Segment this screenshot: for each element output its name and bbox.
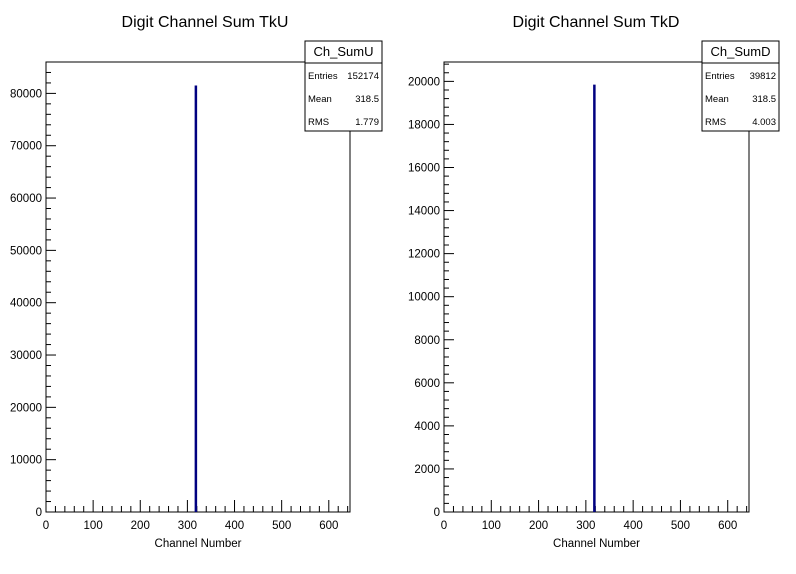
- y-tick-label: 70000: [10, 141, 42, 153]
- x-tick-label: 300: [576, 520, 595, 532]
- stats-label: RMS: [705, 117, 726, 128]
- stats-label: Mean: [308, 94, 332, 105]
- y-tick-label: 12000: [408, 249, 440, 261]
- x-tick-label: 500: [671, 520, 690, 532]
- y-tick-label: 10000: [408, 292, 440, 304]
- stats-label: Mean: [705, 94, 729, 105]
- x-tick-label: 0: [441, 520, 447, 532]
- x-tick-label: 100: [482, 520, 501, 532]
- stats-label: RMS: [308, 117, 329, 128]
- y-tick-label: 8000: [414, 335, 440, 347]
- y-tick-label: 80000: [10, 88, 42, 100]
- plot-frame: [45, 61, 351, 513]
- stats-value: 318.5: [752, 94, 776, 105]
- stats-name: Ch_SumU: [314, 44, 374, 59]
- y-tick-label: 6000: [414, 378, 440, 390]
- stats-box-frame: [304, 40, 383, 132]
- x-tick-label: 0: [43, 520, 49, 532]
- stats-label: Entries: [705, 71, 735, 82]
- stats-value: 152174: [347, 71, 379, 82]
- x-tick-label: 100: [84, 520, 103, 532]
- x-tick-label: 600: [718, 520, 737, 532]
- x-tick-label: 600: [319, 520, 338, 532]
- y-tick-label: 30000: [10, 350, 42, 362]
- y-tick-label: 60000: [10, 193, 42, 205]
- y-tick-label: 16000: [408, 163, 440, 175]
- y-tick-label: 0: [434, 507, 440, 519]
- stats-box: Ch_SumD Entries 39812 Mean 318.5 RMS 4.003: [701, 40, 780, 132]
- plot-frame: [443, 61, 750, 513]
- y-tick-label: 4000: [414, 421, 440, 433]
- y-tick-label: 10000: [10, 455, 42, 467]
- x-tick-label: 400: [624, 520, 643, 532]
- y-tick-label: 0: [36, 507, 42, 519]
- stats-value: 318.5: [355, 94, 379, 105]
- histogram-panel-1: Digit Channel Sum TkU 0 100 200 300 400 500 600…: [10, 14, 383, 550]
- y-tick-label: 20000: [408, 76, 440, 88]
- chart-title: Digit Channel Sum TkD: [513, 14, 680, 31]
- chart-title: Digit Channel Sum TkU: [122, 14, 289, 31]
- histogram-panel-2: Digit Channel Sum TkD 0 100 200 300 400 500 600…: [408, 14, 780, 550]
- x-tick-label: 500: [272, 520, 291, 532]
- x-tick-label: 200: [529, 520, 548, 532]
- y-tick-label: 2000: [414, 464, 440, 476]
- stats-value: 4.003: [752, 117, 776, 128]
- stats-value: 39812: [750, 71, 776, 82]
- stats-name: Ch_SumD: [711, 44, 771, 59]
- stats-box: Ch_SumU Entries 152174 Mean 318.5 RMS 1.779: [304, 40, 383, 132]
- y-tick-label: 50000: [10, 245, 42, 257]
- stats-label: Entries: [308, 71, 338, 82]
- x-axis-title: Channel Number: [553, 538, 640, 550]
- x-axis-title: Channel Number: [155, 538, 242, 550]
- x-tick-label: 300: [178, 520, 197, 532]
- x-tick-label: 200: [131, 520, 150, 532]
- y-tick-label: 40000: [10, 298, 42, 310]
- stats-box-frame: [701, 40, 780, 132]
- x-tick-label: 400: [225, 520, 244, 532]
- y-tick-label: 18000: [408, 119, 440, 131]
- y-tick-label: 20000: [10, 402, 42, 414]
- y-tick-label: 14000: [408, 206, 440, 218]
- stats-value: 1.779: [355, 117, 379, 128]
